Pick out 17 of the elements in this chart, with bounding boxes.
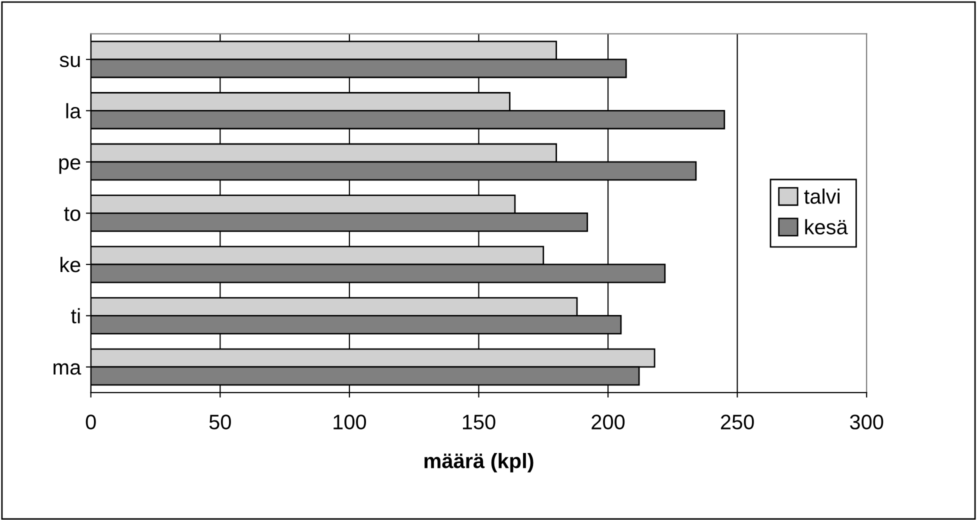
- y-tick-label: to: [64, 207, 80, 221]
- x-tick-label: 150: [462, 414, 496, 430]
- x-tick-label: 50: [209, 414, 231, 430]
- y-tick-label: su: [60, 56, 80, 68]
- x-tick-label: 0: [86, 414, 96, 430]
- x-axis-title: määrä (kpl): [424, 452, 534, 472]
- x-tick-label: 100: [334, 414, 366, 430]
- x-tick-label: 200: [592, 414, 625, 430]
- y-tick-label: ke: [60, 256, 80, 272]
- x-tick-label: 250: [720, 414, 754, 430]
- x-tick-label: 300: [850, 414, 884, 430]
- y-tick-label: pe: [59, 158, 80, 174]
- y-tick-label: ti: [71, 308, 80, 324]
- legend-label: talvi: [804, 188, 840, 204]
- legend-label: kesä: [805, 219, 848, 234]
- y-tick-label: la: [66, 103, 82, 118]
- y-tick-label: ma: [54, 363, 82, 375]
